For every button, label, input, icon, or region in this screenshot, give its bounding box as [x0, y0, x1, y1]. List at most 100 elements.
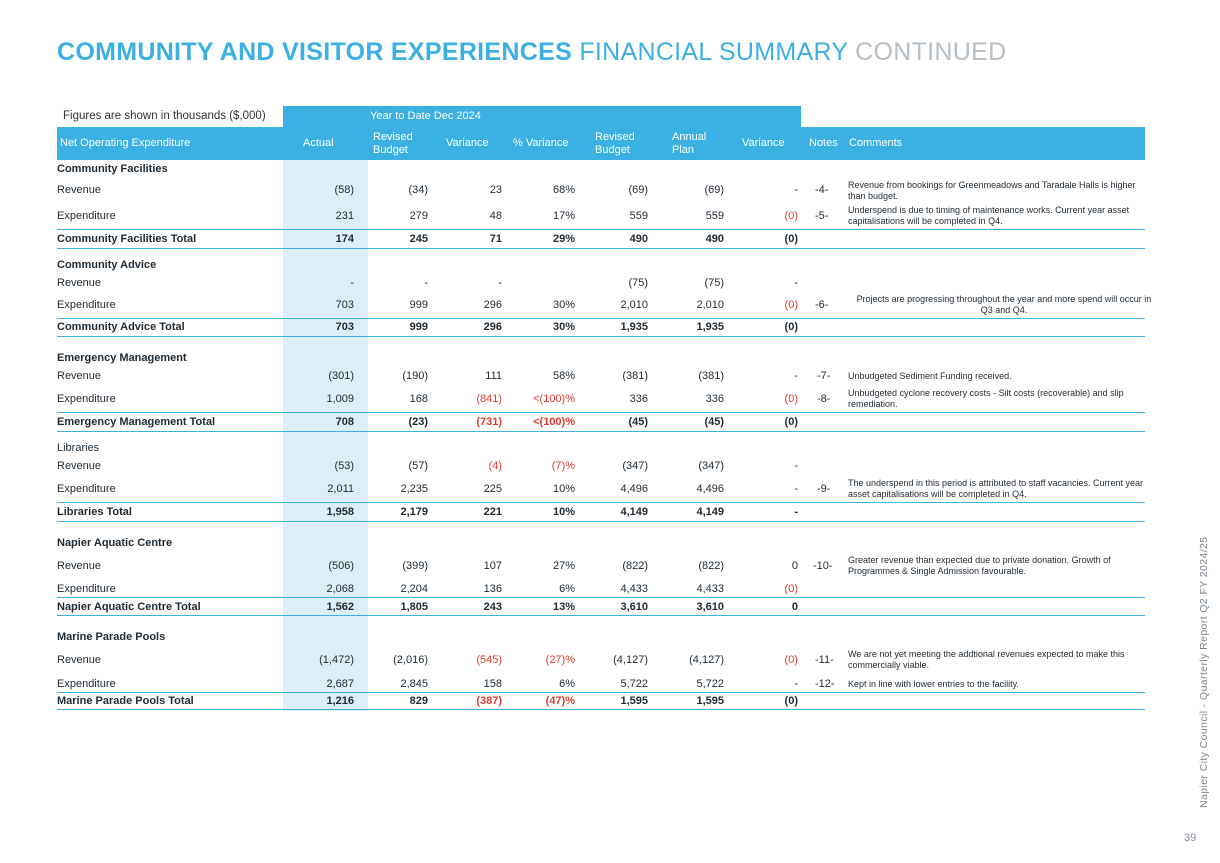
comment-text: Greater revenue than expected due to pri… [848, 555, 1111, 576]
note-ref: -9- [817, 483, 831, 495]
revised-budget-value: (57) [408, 460, 428, 472]
actual-value: (506) [328, 560, 354, 572]
annual-revised-budget-value: (381) [622, 370, 648, 382]
actual-value: 708 [335, 416, 354, 428]
variance-value: (387) [476, 695, 502, 707]
actual-value: 2,068 [326, 583, 354, 595]
revised-budget-value: 168 [409, 393, 428, 405]
annual-variance-value: - [794, 678, 798, 690]
comment-text: Kept in line with lower entries to the f… [848, 679, 1019, 689]
pct-variance-value: <(100)% [533, 393, 575, 405]
annual-variance-value: (0) [784, 210, 798, 222]
pct-variance-value: 27% [552, 560, 575, 572]
annual-plan-value: 490 [705, 233, 724, 245]
header-annual-revised-budget: Revised Budget [595, 131, 635, 156]
annual-revised-budget-value: 4,433 [620, 583, 648, 595]
annual-revised-budget-value: (347) [622, 460, 648, 472]
variance-value: 48 [489, 210, 502, 222]
divider [57, 692, 1145, 693]
pct-variance-value: <(100)% [533, 416, 575, 428]
pct-variance-value: 6% [559, 583, 575, 595]
row-label: Expenditure [57, 678, 116, 690]
annual-revised-budget-value: (69) [628, 184, 648, 196]
revised-budget-value: - [424, 277, 428, 289]
annual-revised-budget-value: 559 [629, 210, 648, 222]
note-ref: -12- [815, 678, 835, 690]
annual-revised-budget-value: 336 [629, 393, 648, 405]
variance-value: 136 [483, 583, 502, 595]
divider [57, 248, 1145, 249]
comment-text: The underspend in this period is attribu… [848, 478, 1143, 499]
page-number: 39 [1184, 832, 1197, 844]
section-name: Emergency Management [57, 352, 187, 364]
annual-plan-value: 3,610 [696, 601, 724, 613]
actual-value: 1,958 [326, 506, 354, 518]
actual-value: 1,562 [326, 601, 354, 613]
revised-budget-value: 2,235 [400, 483, 428, 495]
variance-value: 296 [483, 299, 502, 311]
variance-value: 107 [483, 560, 502, 572]
header-annual-plan: Annual Plan [672, 131, 707, 156]
annual-variance-value: - [794, 370, 798, 382]
section-name: Napier Aquatic Centre [57, 537, 173, 549]
header-notes: Notes [809, 137, 838, 149]
annual-plan-value: 4,496 [696, 483, 724, 495]
annual-revised-budget-value: 1,935 [620, 321, 648, 333]
variance-value: 225 [483, 483, 502, 495]
pct-variance-value: 29% [552, 233, 575, 245]
annual-variance-value: (0) [784, 416, 798, 428]
revised-budget-value: (2,016) [393, 654, 428, 666]
revised-budget-value: (23) [408, 416, 428, 428]
variance-value: (545) [476, 654, 502, 666]
ytd-label: Year to Date Dec 2024 [370, 110, 481, 122]
actual-value: 703 [335, 321, 354, 333]
annual-plan-value: (4,127) [689, 654, 724, 666]
revised-budget-value: 1,805 [400, 601, 428, 613]
annual-plan-value: 4,149 [696, 506, 724, 518]
note-ref: -8- [817, 393, 831, 405]
annual-revised-budget-value: (4,127) [613, 654, 648, 666]
annual-variance-value: (0) [784, 695, 798, 707]
side-footer-text: Napier City Council - Quarterly Report Q… [1198, 536, 1210, 808]
page-title: COMMUNITY AND VISITOR EXPERIENCES FINANC… [57, 38, 1006, 67]
revised-budget-value: 245 [409, 233, 428, 245]
row-label: Revenue [57, 560, 102, 572]
revised-budget-value: 2,845 [400, 678, 428, 690]
divider [57, 412, 1145, 413]
note-ref: -4- [815, 184, 829, 196]
row-label: Expenditure [57, 393, 116, 405]
table-header: Net Operating Expenditure Actual Revised… [57, 127, 1145, 160]
actual-value: (301) [328, 370, 354, 382]
annual-variance-value: - [794, 277, 798, 289]
pct-variance-value: (47)% [545, 695, 575, 707]
section-name: Marine Parade Pools [57, 631, 166, 643]
annual-plan-value: (45) [704, 416, 724, 428]
annual-variance-value: - [794, 460, 798, 472]
note-ref: -5- [815, 210, 829, 222]
variance-value: - [498, 277, 502, 289]
annual-plan-value: 5,722 [696, 678, 724, 690]
annual-revised-budget-value: (45) [628, 416, 648, 428]
header-revised-budget: Revised Budget [373, 131, 413, 156]
row-label: Expenditure [57, 299, 116, 311]
annual-plan-value: (347) [698, 460, 724, 472]
annual-plan-value: (381) [698, 370, 724, 382]
actual-value: 174 [335, 233, 354, 245]
header-actual: Actual [303, 137, 334, 149]
actual-value: (53) [334, 460, 354, 472]
actual-value: 1,216 [326, 695, 354, 707]
row-label: Expenditure [57, 483, 116, 495]
annual-variance-value: (0) [784, 654, 798, 666]
section-name: Community Advice [57, 259, 157, 271]
row-label: Expenditure [57, 583, 116, 595]
variance-value: 158 [483, 678, 502, 690]
revised-budget-value: 2,204 [400, 583, 428, 595]
pct-variance-value: 10% [552, 483, 575, 495]
annual-revised-budget-value: 490 [629, 233, 648, 245]
total-label: Emergency Management Total [57, 416, 216, 428]
divider [57, 502, 1145, 503]
annual-variance-value: - [794, 506, 798, 518]
actual-value: 231 [335, 210, 354, 222]
annual-plan-value: (822) [698, 560, 724, 572]
divider [57, 229, 1145, 230]
